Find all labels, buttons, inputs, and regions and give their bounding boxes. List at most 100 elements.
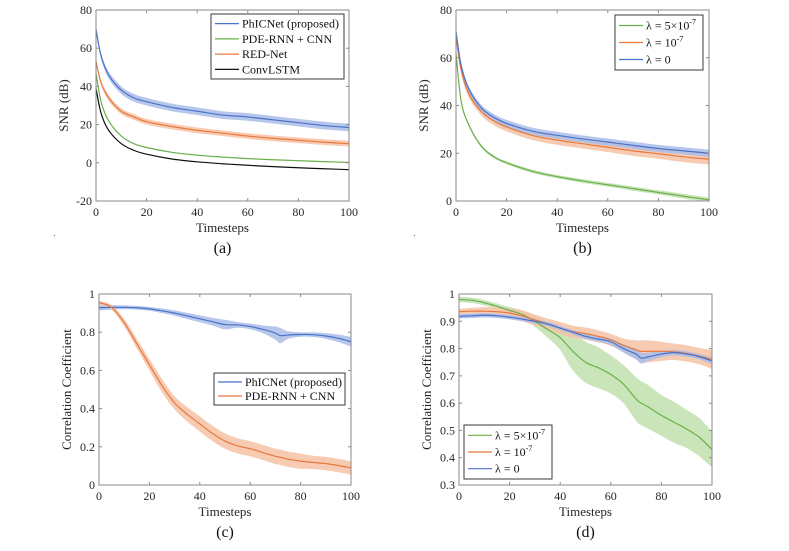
- confidence-band-3: [459, 313, 712, 365]
- plot-area: [99, 300, 351, 475]
- legend-label-3: RED-Net: [242, 47, 288, 61]
- x-tick-label: 0: [453, 205, 459, 219]
- x-tick-label: 0: [93, 205, 99, 219]
- y-tick-label: 40: [80, 79, 92, 93]
- confidence-band-3: [456, 29, 709, 157]
- x-tick-label: 40: [194, 489, 206, 503]
- y-tick-label: 0.5: [440, 423, 455, 437]
- panel-label: (c): [216, 524, 234, 541]
- y-tick-label: 60: [80, 41, 92, 55]
- x-tick-label: 80: [655, 489, 667, 503]
- y-tick-label: 0.8: [80, 325, 95, 339]
- legend-label-2: λ = 10-7: [646, 35, 683, 50]
- y-tick-label: 0.7: [440, 369, 455, 383]
- confidence-band-2: [99, 300, 351, 475]
- x-tick-label: 60: [242, 205, 254, 219]
- x-tick-label: 100: [700, 205, 718, 219]
- series-line-3: [459, 314, 712, 362]
- confidence-band-1: [459, 296, 712, 468]
- series-line-1: [456, 52, 709, 201]
- x-tick-label: 80: [292, 205, 304, 219]
- y-tick-label: 0.4: [440, 451, 455, 465]
- y-tick-label: 20: [80, 118, 92, 132]
- chart-panel-c: 0 20 40 60 80 100 0 0.2 0.4 0.6 0.8 1 Timesteps Corre…: [59, 287, 360, 541]
- legend-label-1: λ = 5×10-7: [646, 18, 696, 33]
- x-tick-label: 100: [340, 205, 358, 219]
- y-tick-label: 1: [89, 287, 95, 301]
- legend-label-2: λ = 10-7: [495, 444, 532, 459]
- y-tick-label: 60: [440, 51, 452, 65]
- series-line-1: [96, 28, 349, 129]
- legend-box: [210, 13, 345, 80]
- plot-area: [459, 296, 712, 468]
- series-line-3: [456, 31, 709, 154]
- stray-dot: [414, 235, 416, 237]
- legend-label-3: λ = 0: [646, 53, 671, 67]
- legend: PhICNet (proposed)PDE-RNN + CNN: [213, 372, 346, 406]
- series-line-1: [99, 306, 351, 343]
- x-tick-label: 40: [554, 489, 566, 503]
- y-axis-label: SNR (dB): [56, 79, 71, 131]
- legend-label-2: PDE-RNN + CNN: [242, 32, 332, 46]
- legend-label-3: λ = 0: [495, 462, 520, 476]
- legend-label-1: PhICNet (proposed): [242, 17, 339, 31]
- y-axis-label: Correlation Coefficient: [59, 329, 74, 450]
- panel-label: (b): [573, 240, 592, 257]
- y-tick-label: 20: [440, 146, 452, 160]
- y-tick-label: 0.9: [440, 314, 455, 328]
- y-tick-label: 80: [440, 3, 452, 17]
- x-tick-label: 20: [501, 205, 513, 219]
- y-tick-label: 0.4: [80, 402, 95, 416]
- x-tick-label: 100: [703, 489, 721, 503]
- x-tick-label: 60: [602, 205, 614, 219]
- series-line-2: [456, 36, 709, 160]
- stray-dot: [54, 235, 56, 237]
- legend: PhICNet (proposed)PDE-RNN + CNNRED-NetCo…: [210, 13, 345, 80]
- axes-box: [98, 293, 352, 486]
- series-line-3: [96, 61, 349, 145]
- y-tick-label: 1: [449, 287, 455, 301]
- plot-area: [456, 29, 709, 201]
- confidence-band-1: [456, 51, 709, 201]
- panel-label: (d): [576, 524, 595, 541]
- x-tick-label: 80: [295, 489, 307, 503]
- x-axis-label: Timesteps: [196, 220, 249, 235]
- chart-panel-d: 0 20 40 60 80 100 0.3 0.4 0.5 0.6 0.7 0.8 0.9 1 Timest…: [419, 287, 721, 541]
- x-tick-label: 20: [143, 489, 155, 503]
- x-axis-label: Timesteps: [559, 504, 612, 519]
- series-line-1: [459, 298, 712, 450]
- series-line-4: [96, 88, 349, 171]
- y-tick-label: 0.6: [80, 363, 95, 377]
- x-tick-label: 60: [244, 489, 256, 503]
- x-tick-label: 0: [96, 489, 102, 503]
- legend-label-2: PDE-RNN + CNN: [245, 389, 335, 403]
- x-tick-label: 100: [342, 489, 360, 503]
- legend-label-4: ConvLSTM: [242, 62, 300, 76]
- x-tick-label: 0: [456, 489, 462, 503]
- x-tick-label: 20: [504, 489, 516, 503]
- series-line-2: [99, 302, 351, 469]
- y-tick-label: 40: [440, 99, 452, 113]
- y-tick-label: -20: [76, 194, 92, 208]
- y-tick-label: 0.6: [440, 396, 455, 410]
- y-tick-label: 0.3: [440, 478, 455, 492]
- legend-label-1: PhICNet (proposed): [245, 375, 342, 389]
- y-tick-label: 0: [86, 156, 92, 170]
- legend: λ = 5×10-7 λ = 10-7 λ = 0: [463, 424, 553, 480]
- confidence-band-1: [99, 304, 351, 347]
- axes-box: [458, 293, 713, 486]
- y-axis-label: Correlation Coefficient: [419, 329, 434, 450]
- x-tick-label: 40: [191, 205, 203, 219]
- y-tick-label: 0.8: [440, 342, 455, 356]
- legend-box: [213, 372, 346, 406]
- legend-label-1: λ = 5×10-7: [495, 427, 545, 442]
- legend: λ = 5×10-7 λ = 10-7 λ = 0: [614, 14, 704, 71]
- y-tick-label: 0: [446, 194, 452, 208]
- y-tick-label: 0.2: [80, 440, 95, 454]
- x-axis-label: Timesteps: [556, 220, 609, 235]
- axes-box: [95, 9, 350, 202]
- x-tick-label: 40: [551, 205, 563, 219]
- x-tick-label: 60: [605, 489, 617, 503]
